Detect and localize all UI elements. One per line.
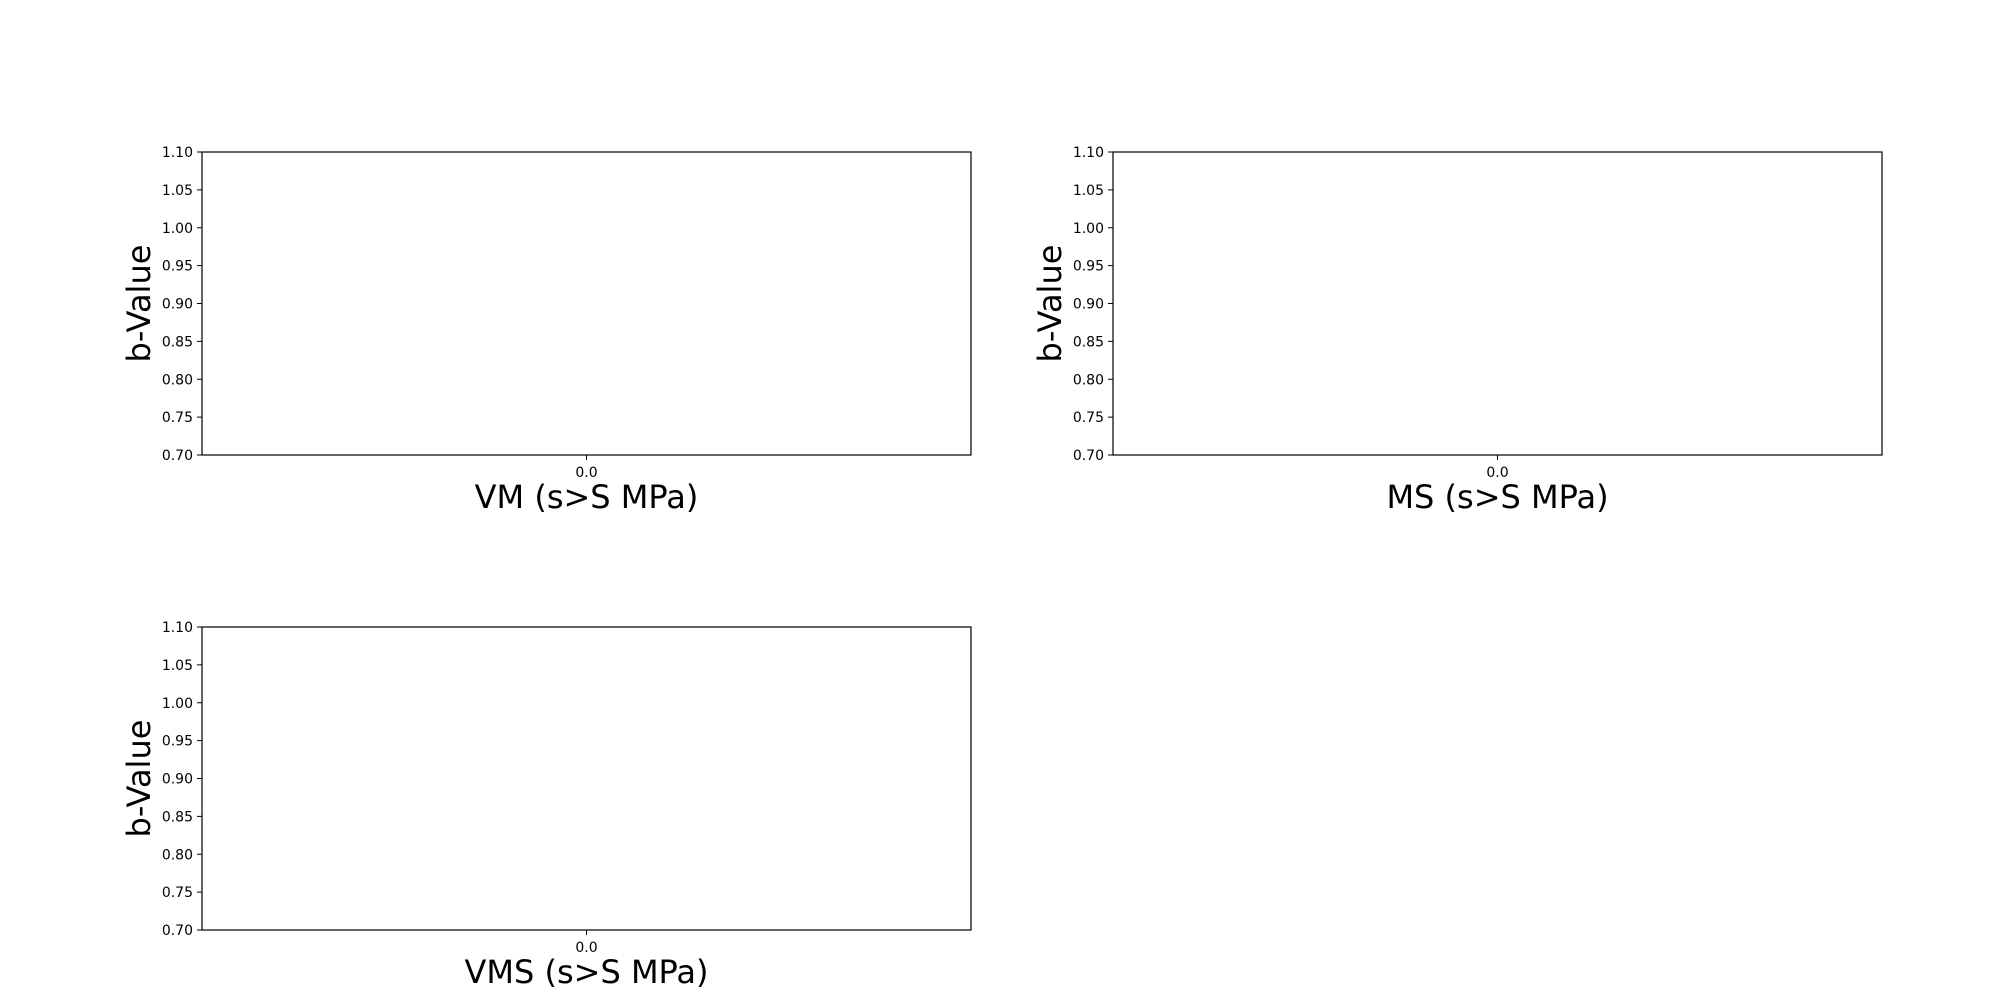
y-tick-label: 0.90 — [162, 772, 193, 788]
x-axis-label: VM (s>S MPa) — [475, 478, 699, 516]
subplot-2: 0.70 0.75 0.80 0.85 0.90 0.95 1.00 1.05 1.10 0.0M… — [1031, 145, 1883, 516]
y-tick-label: 1.00 — [162, 696, 193, 712]
subplots: 0.700.750.800.850.900.951.001.051.100.0V… — [120, 145, 1883, 991]
y-tick-label: 1.00 — [1073, 221, 1104, 237]
y-tick-label: 1.10 — [162, 145, 193, 161]
x-axis-label: MS (s>S MPa) — [1386, 478, 1608, 516]
y-tick-label: 1.00 — [162, 221, 193, 237]
y-tick-label: 1.05 — [162, 183, 193, 199]
y-tick-label: 0.75 — [1073, 410, 1104, 426]
y-axis-label: b-Value — [120, 720, 158, 838]
y-tick-label: 0.80 — [162, 372, 193, 388]
x-axis-label: VMS (s>S MPa) — [465, 953, 709, 991]
y-tick-label: 0.70 — [162, 448, 193, 464]
y-tick-label: 0.75 — [162, 885, 193, 901]
y-tick-label: 0.70 — [162, 923, 193, 939]
y-tick-label: 1.05 — [162, 658, 193, 674]
y-tick-label: 0.90 — [162, 297, 193, 313]
y-tick-label: 0.95 — [162, 734, 193, 750]
y-tick-label: 1.10 — [162, 620, 193, 636]
y-axis-label: b-Value — [120, 245, 158, 363]
y-tick-label: 0.85 — [162, 809, 193, 825]
subplot-1: 0.70 0.75 0.80 0.85 0.90 0.95 1.00 1.05 1.10 0.0V… — [120, 145, 972, 516]
y-tick-label: 0.80 — [162, 847, 193, 863]
y-tick-label: 0.70 — [1073, 448, 1104, 464]
x-tick-label: 0.0 — [575, 940, 597, 956]
y-tick-label: 0.90 — [1073, 297, 1104, 313]
y-tick-label: 0.85 — [1073, 334, 1104, 350]
y-tick-label: 0.75 — [162, 410, 193, 426]
y-tick-label: 0.85 — [162, 334, 193, 350]
y-tick-label: 0.80 — [1073, 372, 1104, 388]
x-tick-label: 0.0 — [575, 465, 597, 481]
y-tick-label: 0.95 — [162, 259, 193, 275]
axes-frame — [201, 151, 972, 456]
y-axis-label: b-Value — [1031, 245, 1069, 363]
y-tick-label: 0.95 — [1073, 259, 1104, 275]
subplot-3: 0.70 0.75 0.80 0.85 0.90 0.95 1.00 1.05 1.10 0.0V… — [120, 620, 972, 991]
axes-frame — [1112, 151, 1883, 456]
y-tick-label: 1.10 — [1073, 145, 1104, 161]
y-tick-label: 1.05 — [1073, 183, 1104, 199]
axes-frame — [201, 626, 972, 931]
x-tick-label: 0.0 — [1486, 465, 1508, 481]
